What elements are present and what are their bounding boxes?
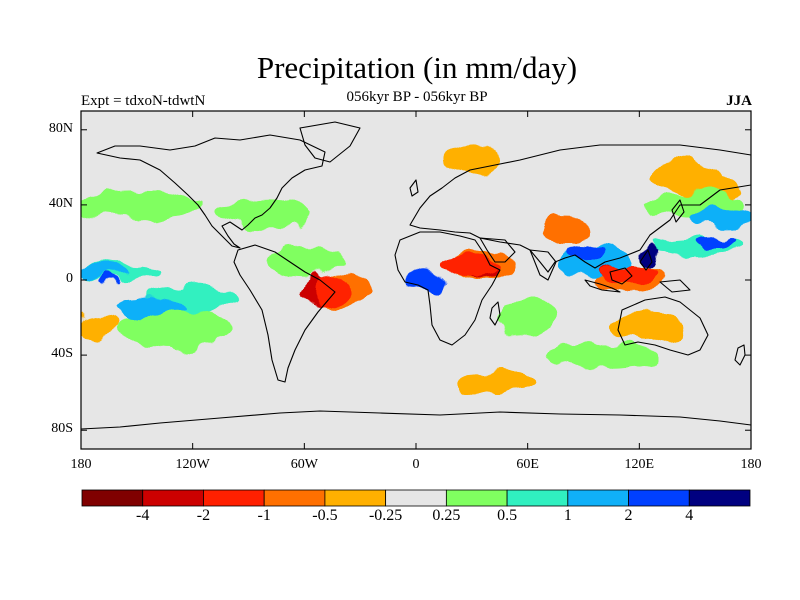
colorbar-swatch [445,489,508,507]
colorbar-label: 0.5 [497,507,518,524]
anomaly-region [443,253,500,277]
season-label: JJA [726,93,752,109]
colorbar-swatch [688,489,751,507]
coastlines [81,121,751,430]
title: Precipitation (in mm/day) [256,50,578,85]
longitude-label: 180 [740,457,762,472]
colorbar-swatch [263,489,326,507]
colorbar-swatch [142,489,204,507]
latitude-label: 40N [48,195,73,211]
colorbar-swatch [567,489,629,507]
anomaly-region [81,315,119,339]
colorbar-label: -1 [257,507,271,524]
colorbar-label: -2 [196,507,211,524]
experiment-label: Expt = tdxoN-tdwtN [81,93,206,109]
anomaly-region [538,218,591,241]
colorbar-swatch [628,489,690,507]
longitude-label: 180 [70,457,92,472]
anomaly-region [443,142,500,173]
anomaly-region [406,270,444,290]
anomaly-region [81,189,202,220]
axis-ticks [80,111,752,449]
anomaly-region [267,246,342,277]
colorbar-label: -0.5 [312,507,338,524]
colorbar-label: 2 [624,507,633,524]
latitude-label: 0 [66,271,73,286]
latitude-label: 80N [48,120,73,136]
anomaly-region [546,343,658,367]
colorbar-swatch [506,489,569,507]
colorbar-swatch [203,489,265,507]
longitude-label: 0 [412,457,420,472]
anomaly-region [458,372,541,395]
anomaly-region [611,313,686,341]
colorbar-label: -0.25 [368,507,403,524]
time-range-label: 056kyr BP - 056kyr BP [346,89,488,105]
anomaly-region [602,264,658,288]
colorbar-label: -4 [136,507,150,524]
colorbar-label: 1 [563,507,572,524]
anomaly-region [695,208,751,228]
anomaly-region [220,199,314,230]
longitude-label: 60E [516,457,539,472]
latitude-label: 80S [51,421,73,437]
colorbar-swatch [81,489,144,507]
anomaly-region [108,298,184,318]
latitude-label: 40S [51,346,73,362]
anomaly-region [499,298,556,337]
anomaly-region [564,242,603,262]
anomaly-region [695,236,733,249]
colorbar [81,489,751,507]
longitude-label: 120E [624,457,655,472]
colorbar-label: 4 [685,507,694,524]
longitude-label: 120W [175,457,210,472]
longitude-label: 60W [290,457,318,472]
anomaly-region [81,264,130,277]
colorbar-swatch [385,489,447,507]
colorbar-swatch [324,489,387,507]
anomaly-region [97,276,121,284]
colorbar-label: 0.25 [432,507,461,524]
